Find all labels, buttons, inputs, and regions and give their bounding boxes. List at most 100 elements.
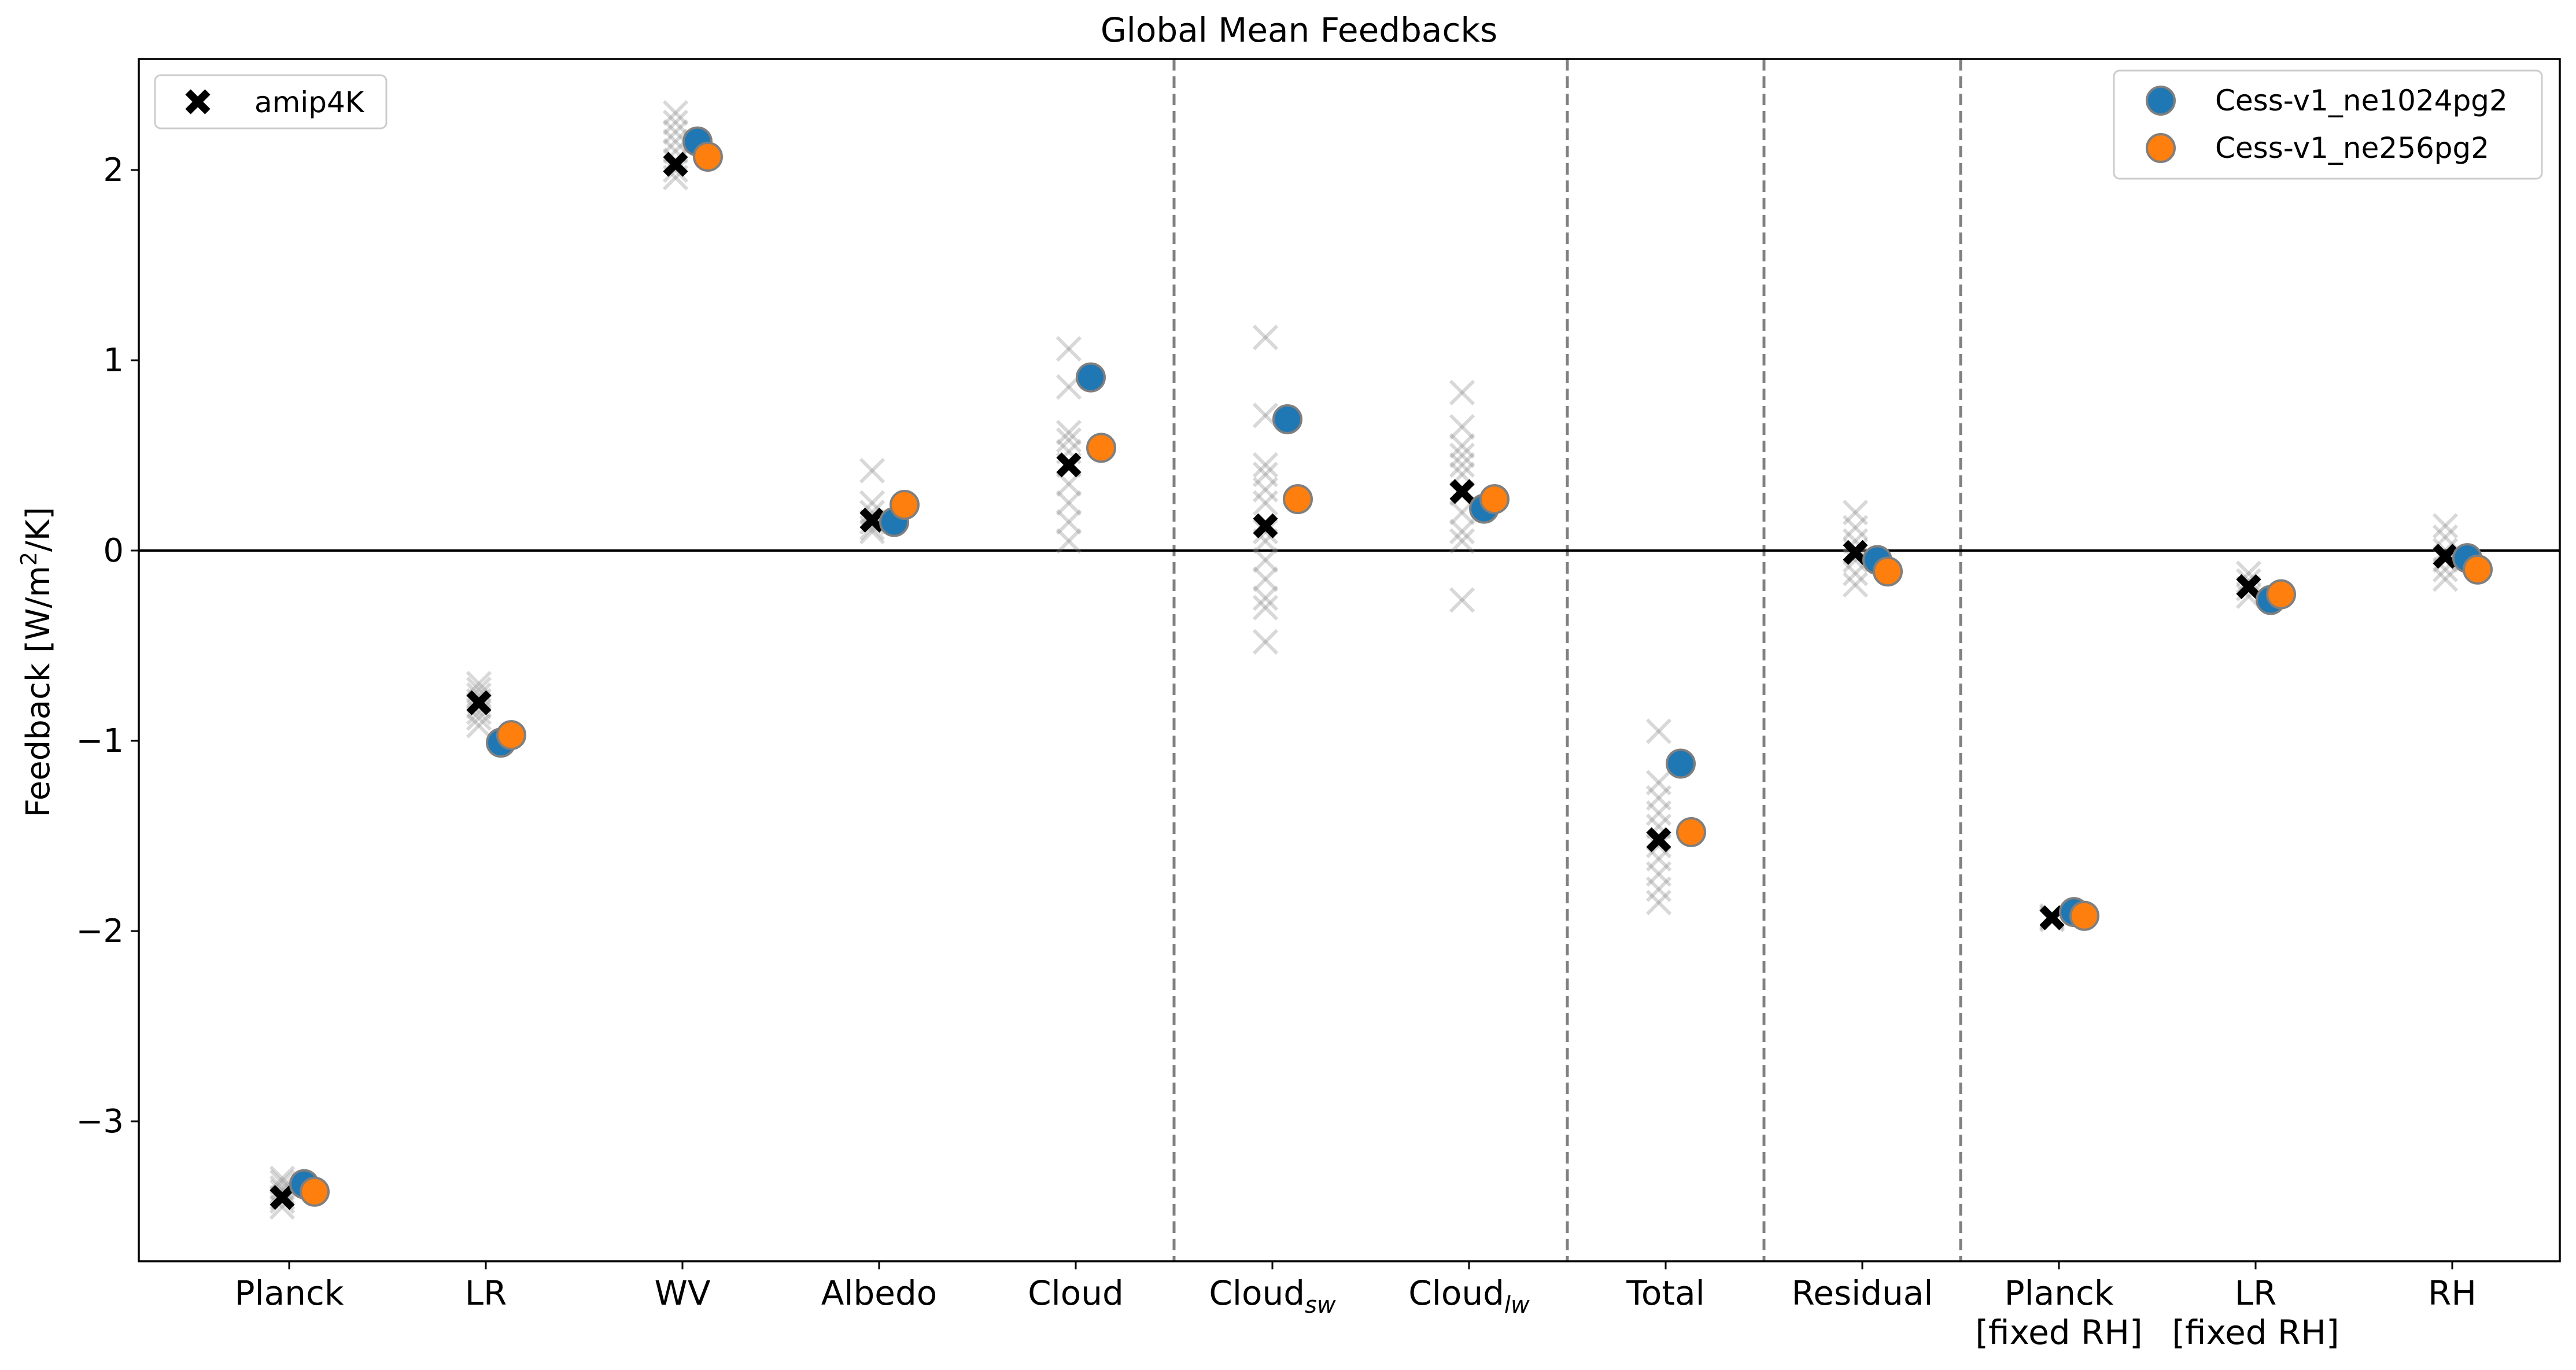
amip4k-model-marker [1449,587,1475,613]
amip4k-model-marker [662,157,689,183]
amip4k-model-marker [1645,718,1672,744]
marker-amip4K [466,690,492,715]
marker-Cess-v1_ne256pg2 [1086,433,1116,463]
legend-cess-ne1024pg2-marker [2146,86,2176,116]
amip4k-model-marker [1645,876,1672,902]
amip4k-model-marker [1449,528,1475,554]
amip4k-model-marker [1056,427,1082,453]
y-tick-label: 0 [103,532,124,570]
legend-cess: Cess-v1_ne1024pg2 Cess-v1_ne256pg2 [2113,69,2543,180]
legend-amip4k-label: amip4K [254,86,365,119]
legend-cess-ne1024pg2-label: Cess-v1_ne1024pg2 [2215,84,2508,117]
amip4k-model-markers [269,100,2459,1220]
x-tick-label: LR [465,1273,507,1313]
x-tick-label: Total [1626,1273,1704,1313]
x-tick-label-line2: [fixed RH] [1975,1313,2142,1352]
x-tick-label: Cloudsw [1209,1273,1336,1319]
legend-cess-ne256pg2-label: Cess-v1_ne256pg2 [2215,131,2489,165]
amip4k-model-marker [1645,832,1672,859]
amip4k-model-marker [1842,560,1869,586]
amip4k-model-marker [1056,336,1082,362]
amip4k-model-marker [1252,461,1279,488]
amip4k-model-marker [466,682,492,708]
marker-Cess-v1_ne256pg2 [300,1176,330,1207]
amip4k-model-marker [1842,547,1869,573]
amip4k-model-marker [662,128,689,154]
marker-Cess-v1_ne256pg2 [1283,484,1313,515]
marker-Cess-v1_ne256pg2 [2266,579,2296,610]
y-axis-label-tail: /K] [20,507,57,552]
amip4k-model-marker [1645,800,1672,826]
amip4k-model-marker [2235,568,2262,594]
marker-Cess-v1_ne1024pg2 [1272,404,1302,434]
y-axis-label-main: Feedback [W/m [20,566,57,817]
amip4k-model-marker [1449,518,1475,545]
amip4k-model-marker [1449,379,1475,406]
amip4k-model-marker [1252,324,1279,350]
amip4k-model-marker [1252,477,1279,503]
amip4k-model-marker [1252,629,1279,655]
y-tick-label: −3 [76,1103,124,1140]
marker-amip4K [663,152,688,177]
series-markers [270,126,2493,1210]
amip4k-model-marker [1252,518,1279,545]
amip4k-model-marker [859,457,885,483]
marker-Cess-v1_ne1024pg2 [1666,748,1696,779]
amip4k-model-marker [662,100,689,126]
marker-amip4K [2433,544,2458,569]
marker-amip4K [270,1185,295,1210]
amip4k-model-marker [1252,452,1279,478]
amip4k-model-marker [466,699,492,725]
x-tick-label: WV [654,1273,710,1313]
chart-title: Global Mean Feedbacks [1101,10,1497,50]
amip4k-model-marker [2432,513,2459,539]
y-tick-label: 2 [103,152,124,189]
amip4k-model-marker [1842,572,1869,598]
amip4k-model-marker [1842,515,1869,541]
x-tick-label: RH [2428,1273,2477,1313]
amip4k-model-marker [2432,566,2459,592]
amip4k-model-marker [1645,861,1672,887]
x-tick-label: Cloudlw [1408,1273,1530,1319]
amip4k-model-marker [269,1194,296,1220]
marker-Cess-v1_ne256pg2 [496,720,526,751]
marker-Cess-v1_ne256pg2 [1873,556,1903,587]
amip4k-model-marker [466,712,492,738]
amip4k-model-marker [1056,528,1082,554]
amip4k-model-marker [1252,585,1279,611]
legend-amip4k-marker [185,89,211,115]
amip4k-model-marker [1645,889,1672,915]
amip4k-model-marker [1252,547,1279,573]
x-tick-label: Cloud [1028,1273,1124,1313]
amip4k-model-marker [1449,442,1475,468]
legend-cess-frame [2113,69,2543,180]
marker-Cess-v1_ne256pg2 [693,141,723,172]
x-tick-label: Planck [235,1273,344,1313]
x-tick-label: Planck [2005,1273,2114,1313]
y-tick-label: 1 [103,342,124,379]
amip4k-model-marker [1056,490,1082,516]
amip4k-model-marker [1645,785,1672,811]
legend-amip4k-frame [154,74,387,130]
legend-cess-ne256pg2-marker [2146,133,2176,163]
amip4k-model-marker [662,109,689,135]
amip4k-model-marker [1056,419,1082,446]
amip4k-model-marker [1449,452,1475,478]
marker-amip4K [2236,574,2261,600]
marker-amip4K [1253,513,1278,538]
y-axis-ticks: 2 1 0 −1 −2 −3 [76,152,139,1140]
amip4k-model-marker [1842,500,1869,526]
amip4k-model-marker [1645,770,1672,796]
legend-amip4k: amip4K [154,74,387,130]
marker-Cess-v1_ne256pg2 [1676,817,1706,847]
y-tick-label: −1 [76,722,124,760]
amip4k-model-marker [1449,414,1475,440]
y-axis-label: Feedback [W/m2/K] [16,507,57,818]
marker-Cess-v1_ne256pg2 [2463,554,2493,585]
group-separators [1172,59,1962,1261]
marker-Cess-v1_ne256pg2 [890,490,920,520]
x-tick-label: Albedo [821,1273,938,1313]
amip4k-model-marker [1056,509,1082,535]
amip4k-model-marker [1252,594,1279,621]
